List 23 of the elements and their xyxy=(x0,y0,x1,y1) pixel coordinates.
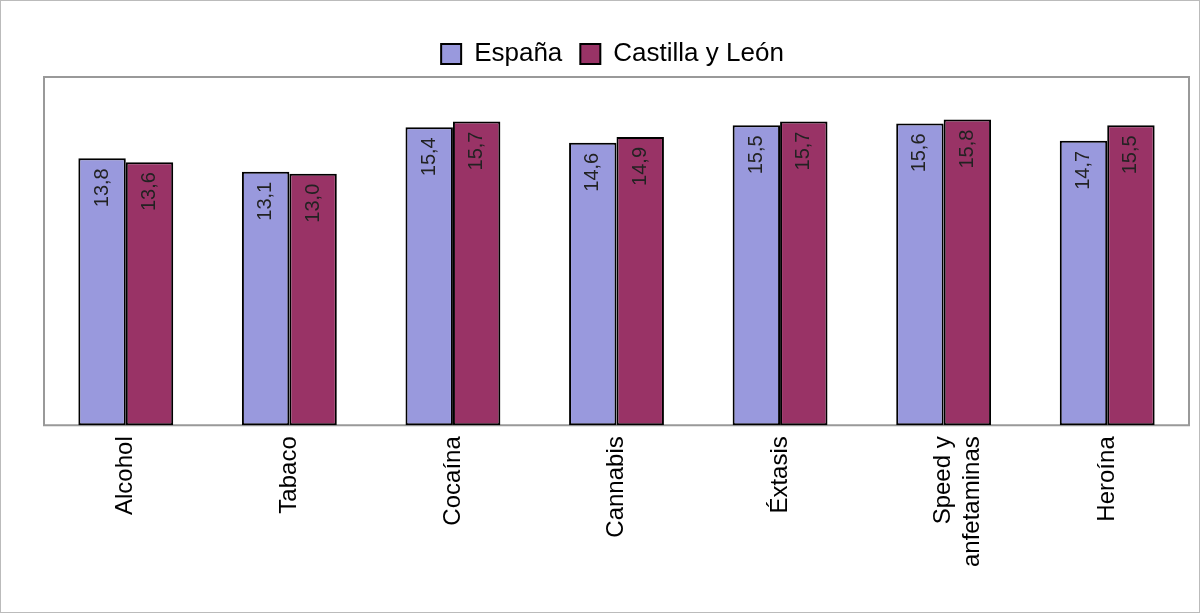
data-label: 13,6 xyxy=(137,172,160,212)
data-label: 15,4 xyxy=(416,137,439,177)
data-label: 15,8 xyxy=(954,129,977,169)
data-label: 15,7 xyxy=(791,131,814,171)
x-tick-label: Speed y anfetaminas xyxy=(928,436,985,567)
data-label: 15,6 xyxy=(907,133,930,173)
data-label: 14,6 xyxy=(580,152,603,192)
data-label: 14,7 xyxy=(1071,150,1094,190)
legend-label: Castilla y León xyxy=(613,37,784,68)
x-tick-label: Heroína xyxy=(1091,435,1119,522)
x-tick-label: Cocaína xyxy=(437,435,465,526)
x-tick-label: Tabaco xyxy=(273,436,301,514)
data-label: 15,5 xyxy=(743,135,766,175)
data-label: 13,8 xyxy=(89,168,112,208)
data-label: 14,9 xyxy=(627,146,650,186)
x-tick-label: Cannabis xyxy=(601,436,629,538)
x-tick-label: Alcohol xyxy=(110,436,138,515)
data-label: 13,1 xyxy=(253,181,276,221)
data-label: 15,7 xyxy=(464,131,487,171)
legend-label: España xyxy=(474,37,563,68)
x-tick-label: Éxtasis xyxy=(764,436,792,514)
data-label: 15,5 xyxy=(1118,135,1141,175)
data-label: 13,0 xyxy=(300,183,323,223)
